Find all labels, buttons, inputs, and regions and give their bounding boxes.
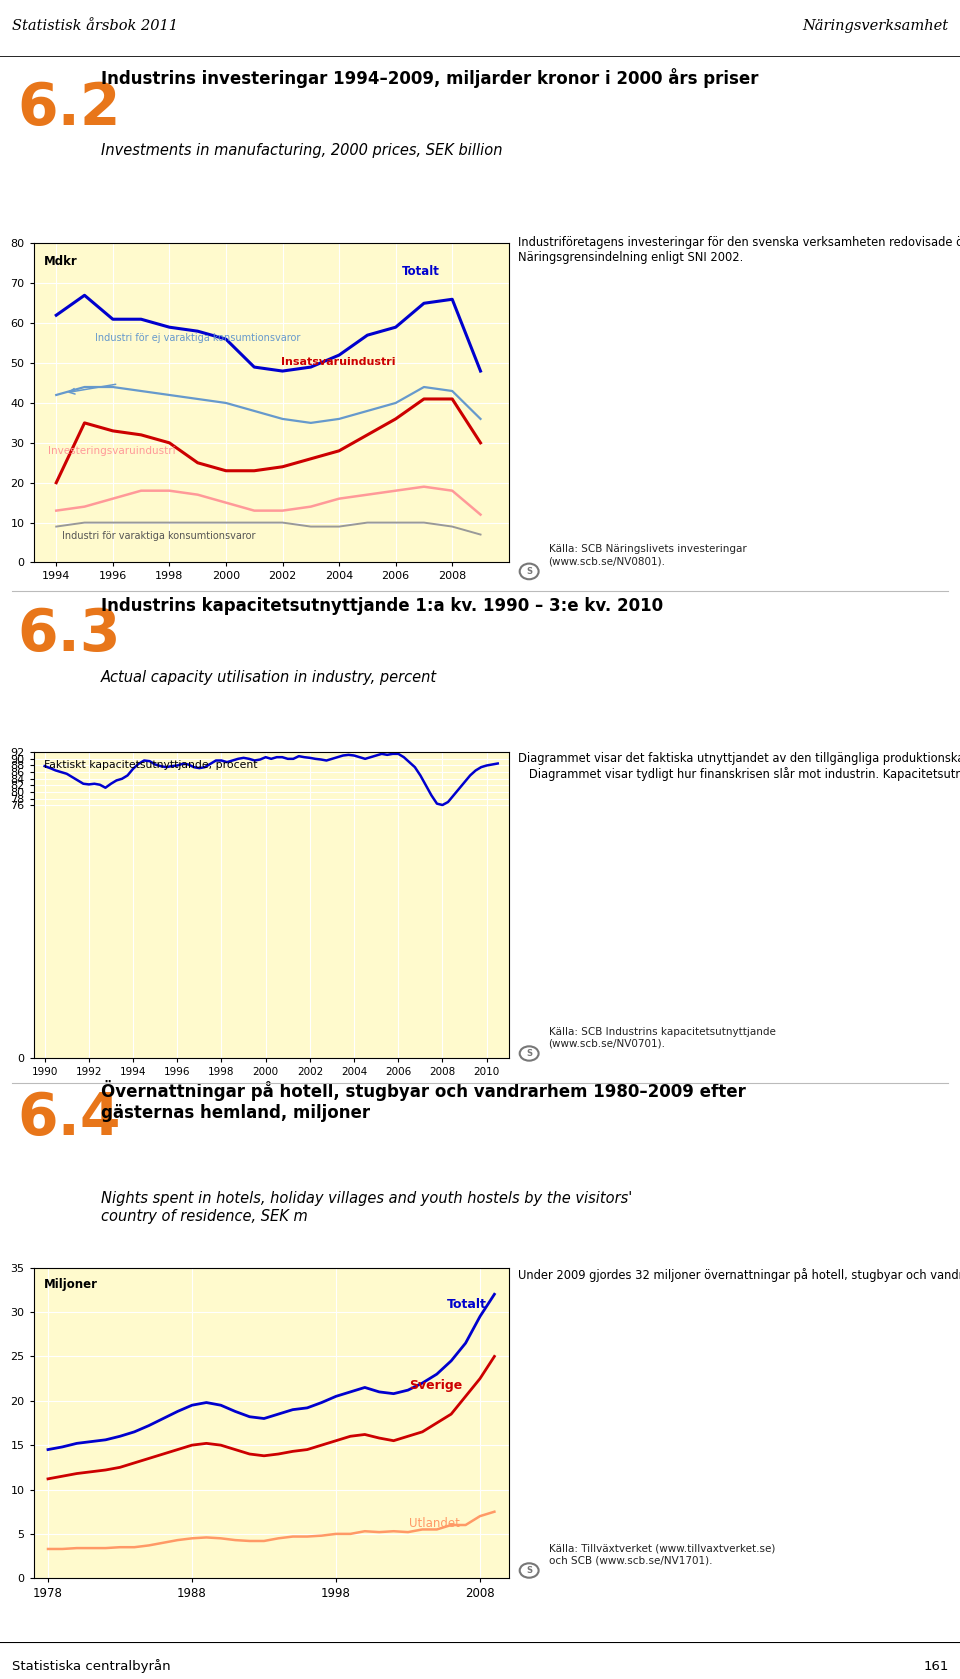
Text: Sverige: Sverige <box>409 1378 463 1392</box>
Text: Investments in manufacturing, 2000 prices, SEK billion: Investments in manufacturing, 2000 price… <box>101 143 502 158</box>
Text: Under 2009 gjordes 32 miljoner övernattningar på hotell, stugbyar och vandrarhem: Under 2009 gjordes 32 miljoner övernattn… <box>518 1268 960 1281</box>
Text: Insatsvaruindustri: Insatsvaruindustri <box>280 356 396 366</box>
Text: Utlandet: Utlandet <box>409 1518 460 1530</box>
Text: Övernattningar på hotell, stugbyar och vandrarhem 1980–2009 efter
gästernas heml: Övernattningar på hotell, stugbyar och v… <box>101 1080 746 1122</box>
Text: Industrins kapacitetsutnyttjande 1:a kv. 1990 – 3:e kv. 2010: Industrins kapacitetsutnyttjande 1:a kv.… <box>101 598 663 615</box>
Text: Totalt: Totalt <box>402 265 440 279</box>
Text: Industri för varaktiga konsumtionsvaror: Industri för varaktiga konsumtionsvaror <box>62 531 255 541</box>
Text: Totalt: Totalt <box>447 1298 487 1311</box>
Text: Diagrammet visar det faktiska utnyttjandet av den tillgängliga produktionskapaci: Diagrammet visar det faktiska utnyttjand… <box>518 752 960 781</box>
Text: Källa: SCB Näringslivets investeringar
(www.scb.se/NV0801).: Källa: SCB Näringslivets investeringar (… <box>548 544 746 566</box>
Text: Nights spent in hotels, holiday villages and youth hostels by the visitors'
coun: Nights spent in hotels, holiday villages… <box>101 1190 632 1224</box>
Text: S: S <box>526 1049 532 1058</box>
Text: Industriföretagens investeringar för den svenska verksamheten redovisade ökande : Industriföretagens investeringar för den… <box>518 235 960 264</box>
Text: 6.3: 6.3 <box>17 606 121 663</box>
Text: Investeringsvaruindustri: Investeringsvaruindustri <box>48 447 176 457</box>
Text: Mdkr: Mdkr <box>44 255 78 267</box>
Text: S: S <box>526 1567 532 1575</box>
Text: Actual capacity utilisation in industry, percent: Actual capacity utilisation in industry,… <box>101 670 437 685</box>
Text: Källa: Tillväxtverket (www.tillvaxtverket.se)
och SCB (www.scb.se/NV1701).: Källa: Tillväxtverket (www.tillvaxtverke… <box>548 1545 775 1565</box>
Text: Näringsverksamhet: Näringsverksamhet <box>803 18 948 32</box>
Text: Statistiska centralbyrån: Statistiska centralbyrån <box>12 1659 170 1672</box>
Text: 6.2: 6.2 <box>17 81 121 138</box>
Text: Miljoner: Miljoner <box>44 1278 98 1291</box>
Text: Statistisk årsbok 2011: Statistisk årsbok 2011 <box>12 18 178 32</box>
Text: S: S <box>526 568 532 576</box>
Text: 161: 161 <box>924 1659 948 1672</box>
Text: Industrins investeringar 1994–2009, miljarder kronor i 2000 års priser: Industrins investeringar 1994–2009, milj… <box>101 67 758 87</box>
Text: Källa: SCB Industrins kapacitetsutnyttjande
(www.scb.se/NV0701).: Källa: SCB Industrins kapacitetsutnyttja… <box>548 1028 776 1049</box>
Text: Industri för ej varaktiga konsumtionsvaror: Industri för ej varaktiga konsumtionsvar… <box>95 332 300 343</box>
Text: 6.4: 6.4 <box>17 1090 121 1147</box>
Text: Faktiskt kapacitetsutnyttjande, procent: Faktiskt kapacitetsutnyttjande, procent <box>44 761 257 771</box>
